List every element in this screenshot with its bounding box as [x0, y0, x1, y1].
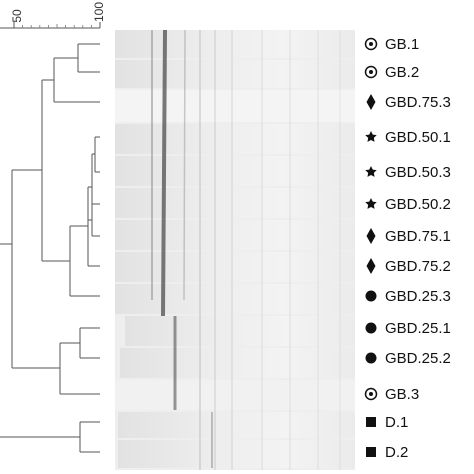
gel-lane: [115, 124, 355, 154]
gel-lane: [118, 412, 355, 438]
lane-label: GBD.50.2: [385, 196, 451, 213]
gel-band-secondary: [183, 29, 186, 301]
square-icon: [366, 417, 376, 427]
square-icon: [366, 447, 376, 457]
tree-join-gb3: [12, 343, 61, 394]
lane-label: GBD.50.1: [385, 129, 451, 146]
lane-label: D.1: [385, 414, 408, 431]
lane-label: GB.1: [385, 36, 419, 53]
filled-circle-icon: [365, 322, 377, 334]
gel-lane: [125, 316, 355, 346]
lane-label: GBD.75.3: [385, 94, 451, 111]
tree-join-gb-gbd753: [42, 58, 55, 102]
gel-image: [115, 29, 355, 470]
gel-lane: [118, 440, 355, 468]
lane-label: D.2: [385, 444, 408, 461]
tree-join-502-751: [88, 204, 93, 236]
dendrogram-tree: [0, 43, 100, 453]
tree-join-251-252: [60, 328, 81, 358]
gel-lane: [115, 30, 355, 58]
gel-lane: [120, 348, 355, 378]
gel-lane: [115, 156, 355, 186]
diamond-icon: [366, 258, 376, 274]
star-icon: [365, 166, 377, 177]
lane-label: GBD.25.3: [385, 288, 451, 305]
scale-tick-label-100: 100: [92, 2, 106, 22]
star-icon: [365, 198, 377, 209]
tree-join-d1-d2: [0, 422, 81, 452]
gel-lane: [115, 188, 355, 218]
tree-join-upper: [12, 80, 43, 261]
lane-label: GBD.25.1: [385, 320, 451, 337]
diamond-icon: [366, 228, 376, 244]
lane-label: GBD.75.1: [385, 228, 451, 245]
tree-join-main: [0, 170, 13, 368]
gel-lanes: [115, 30, 355, 468]
gel-lane: [115, 252, 355, 282]
scale-tick-label-50: 50: [10, 9, 24, 23]
circle-dot-icon: [364, 37, 378, 51]
lane-label: GB.3: [385, 386, 419, 403]
lane-legend: GB.1 GB.2 GBD.75.3 GBD.50.1 GBD.50.3 GBD…: [364, 36, 451, 461]
filled-circle-icon: [365, 352, 377, 364]
gel-lane: [115, 220, 355, 250]
tree-join-50x-75x: [88, 154, 93, 220]
tree-join-752: [70, 187, 89, 266]
lane-label: GBD.50.3: [385, 164, 451, 181]
star-icon: [365, 131, 377, 142]
diamond-icon: [366, 94, 376, 110]
lane-label: GBD.75.2: [385, 258, 451, 275]
tree-join-gb1-gb2: [54, 44, 79, 72]
tree-join-253: [42, 226, 71, 296]
gel-lane: [115, 90, 355, 122]
gel-lane: [115, 380, 355, 410]
filled-circle-icon: [365, 290, 377, 302]
circle-dot-icon: [364, 65, 378, 79]
circle-dot-icon: [364, 387, 378, 401]
gel-band-main: [161, 29, 167, 317]
similarity-scale: 50 100: [0, 2, 106, 29]
gel-lane: [115, 60, 355, 88]
gel-lane: [115, 284, 355, 314]
lane-label: GBD.25.2: [385, 350, 451, 367]
scale-minor-ticks: [22, 24, 92, 28]
lane-label: GB.2: [385, 64, 419, 81]
gel-bands: [151, 29, 341, 470]
